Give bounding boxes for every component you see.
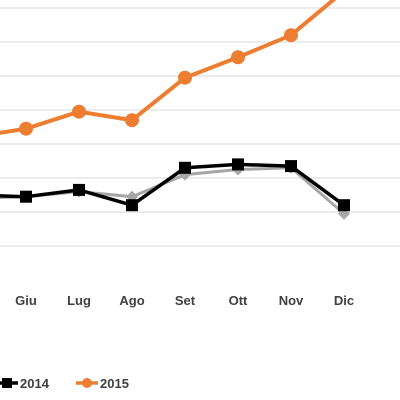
data-point bbox=[20, 190, 32, 203]
legend: 2014 2015 bbox=[0, 376, 129, 391]
x-tick-label: Lug bbox=[67, 293, 91, 308]
series-markers bbox=[19, 28, 350, 220]
series-line-2014 bbox=[0, 162, 346, 207]
legend-label: 2014 bbox=[20, 376, 50, 391]
data-point bbox=[19, 121, 33, 136]
x-tick-label: Giu bbox=[15, 293, 37, 308]
legend-marker bbox=[2, 378, 12, 388]
legend-label: 2015 bbox=[100, 376, 129, 391]
data-point bbox=[179, 161, 191, 174]
data-point bbox=[125, 113, 139, 128]
legend-marker bbox=[82, 378, 92, 388]
data-point bbox=[285, 160, 297, 173]
x-tick-label: Ott bbox=[229, 293, 248, 308]
x-tick-label: Ago bbox=[119, 293, 144, 308]
gridlines bbox=[0, 7, 400, 247]
x-tick-label: Set bbox=[175, 293, 196, 308]
data-point bbox=[73, 183, 85, 196]
data-point bbox=[284, 28, 298, 43]
series-line-series-0 bbox=[0, 166, 346, 216]
data-point bbox=[178, 70, 192, 85]
data-point bbox=[126, 199, 138, 212]
x-tick-label: Dic bbox=[334, 293, 354, 308]
x-axis-tick-labels: Giu Lug Ago Set Ott Nov Dic bbox=[15, 293, 354, 308]
data-point bbox=[232, 158, 244, 171]
series-line-2015 bbox=[0, 0, 337, 135]
data-point bbox=[72, 104, 86, 119]
data-point bbox=[231, 50, 245, 65]
data-point bbox=[338, 199, 350, 212]
x-tick-label: Nov bbox=[279, 293, 304, 308]
series-lines bbox=[0, 0, 346, 216]
